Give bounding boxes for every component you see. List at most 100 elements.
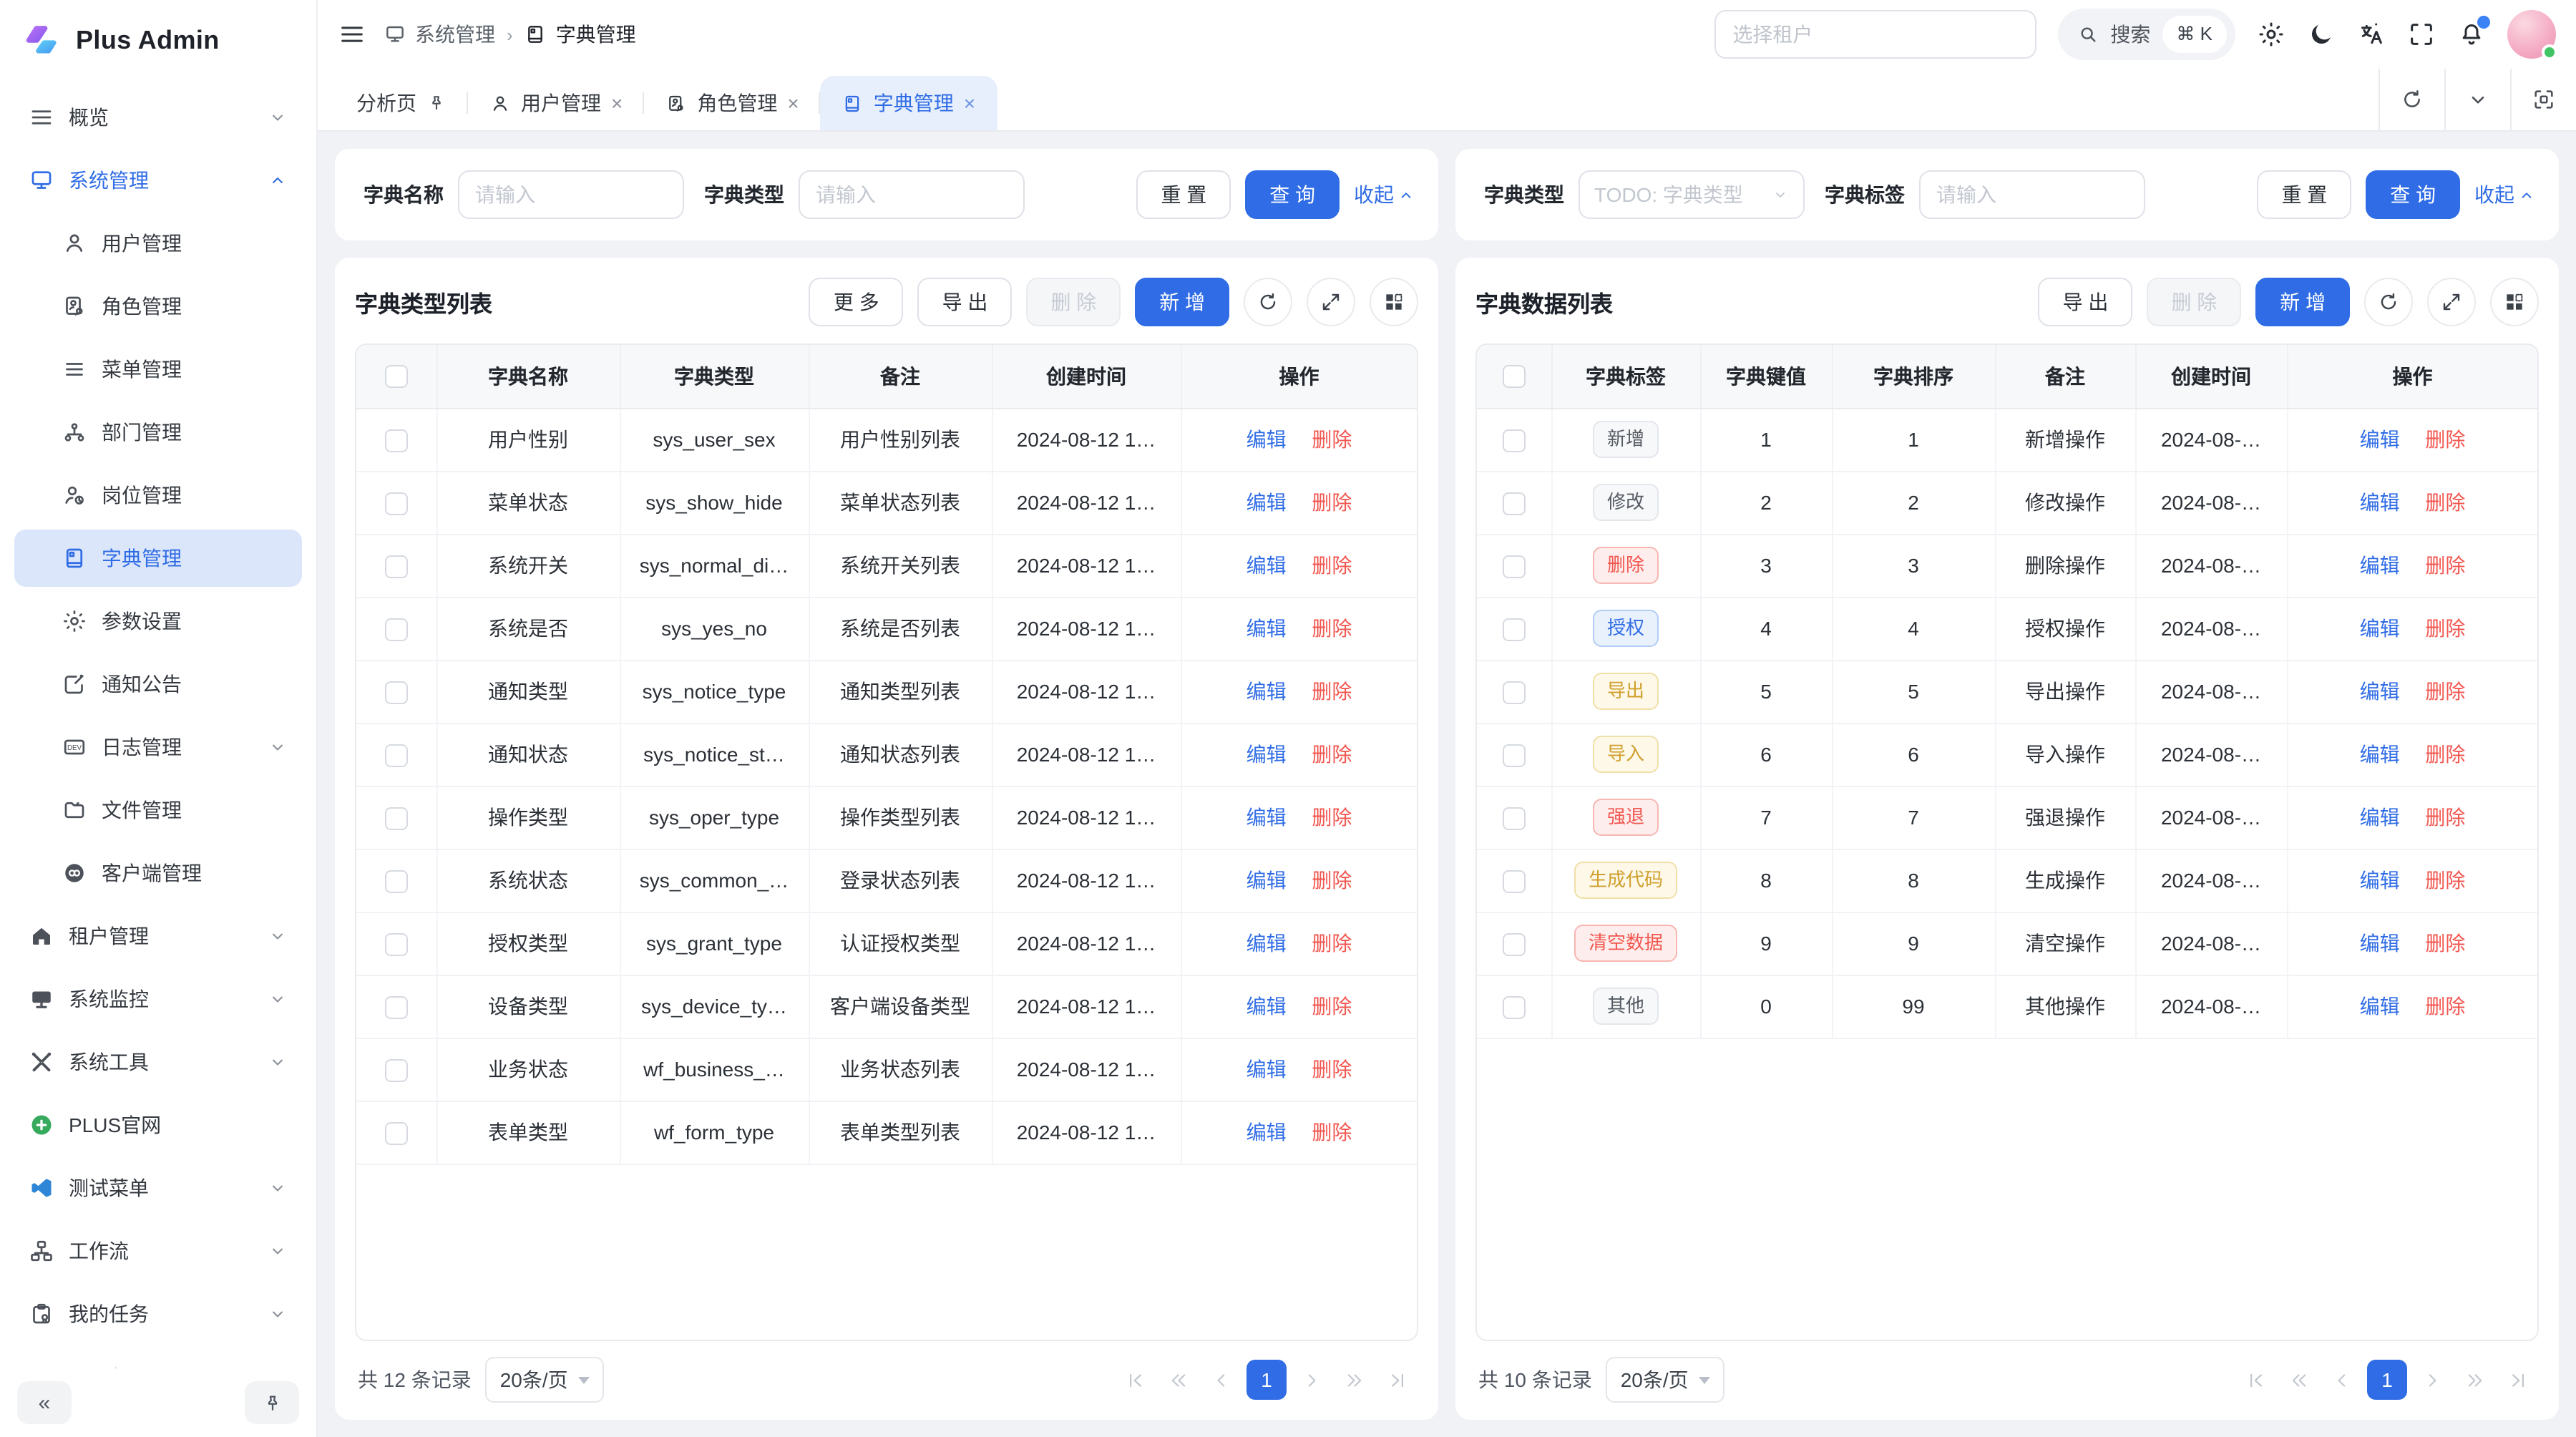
sidebar-item[interactable]: 用户管理: [14, 215, 302, 272]
dict-type-input[interactable]: [799, 170, 1025, 219]
delete-link[interactable]: 删除: [1312, 806, 1352, 829]
select-all-checkbox[interactable]: [1502, 365, 1526, 389]
content-fullscreen-icon[interactable]: [2510, 69, 2576, 130]
edit-link[interactable]: 编辑: [1246, 743, 1287, 766]
language-translate-icon[interactable]: [2357, 20, 2386, 49]
delete-link[interactable]: 删除: [2425, 806, 2466, 829]
delete-button[interactable]: 删 除: [2147, 278, 2242, 326]
dict-type-select[interactable]: TODO: 字典类型: [1579, 170, 1805, 219]
row-checkbox[interactable]: [384, 869, 408, 893]
tab[interactable]: 字典管理 ×: [820, 76, 997, 130]
tab[interactable]: 分析页: [335, 76, 468, 130]
edit-link[interactable]: 编辑: [2359, 428, 2400, 451]
row-checkbox[interactable]: [384, 995, 408, 1019]
edit-link[interactable]: 编辑: [1246, 554, 1287, 577]
dark-mode-moon-icon[interactable]: [2307, 20, 2336, 49]
expand-table-icon[interactable]: [1307, 278, 1355, 326]
tab-close-icon[interactable]: ×: [611, 92, 623, 115]
menu-toggle-icon[interactable]: [338, 20, 366, 49]
next-group-icon[interactable]: [1337, 1361, 1372, 1398]
row-checkbox[interactable]: [1502, 492, 1526, 515]
prev-group-icon[interactable]: [1161, 1361, 1196, 1398]
column-settings-icon[interactable]: [2490, 278, 2539, 326]
row-checkbox[interactable]: [384, 1121, 408, 1145]
edit-link[interactable]: 编辑: [1246, 491, 1287, 514]
tenant-select-input[interactable]: [1714, 10, 2036, 59]
edit-link[interactable]: 编辑: [2359, 743, 2400, 766]
delete-link[interactable]: 删除: [2425, 617, 2466, 640]
row-checkbox[interactable]: [1502, 618, 1526, 641]
sidebar-item[interactable]: 通知公告: [14, 656, 302, 713]
column-settings-icon[interactable]: [1370, 278, 1418, 326]
edit-link[interactable]: 编辑: [1246, 932, 1287, 955]
sidebar-item[interactable]: 菜单管理: [14, 341, 302, 398]
sidebar-item[interactable]: 岗位管理: [14, 467, 302, 524]
notifications-bell-icon[interactable]: [2457, 16, 2490, 49]
row-checkbox[interactable]: [1502, 995, 1526, 1019]
next-group-icon[interactable]: [2457, 1361, 2493, 1398]
sidebar-pin-button[interactable]: [245, 1381, 299, 1424]
sidebar-item[interactable]: 文件管理: [14, 781, 302, 839]
current-page[interactable]: 1: [1246, 1360, 1287, 1400]
search-button[interactable]: 查 询: [1245, 170, 1340, 219]
pin-icon[interactable]: [426, 93, 447, 113]
delete-link[interactable]: 删除: [1312, 1121, 1352, 1144]
add-button[interactable]: 新 增: [2255, 278, 2350, 326]
delete-link[interactable]: 删除: [2425, 491, 2466, 514]
delete-link[interactable]: 删除: [2425, 995, 2466, 1018]
sidebar-item[interactable]: 系统工具: [14, 1033, 302, 1091]
refresh-page-icon[interactable]: [2379, 69, 2444, 130]
edit-link[interactable]: 编辑: [2359, 680, 2400, 703]
row-checkbox[interactable]: [384, 681, 408, 704]
dict-tag-input[interactable]: [1919, 170, 2145, 219]
sidebar-item[interactable]: 系统监控: [14, 970, 302, 1028]
settings-gear-icon[interactable]: [2257, 20, 2285, 49]
tab-menu-chevron-icon[interactable]: [2444, 69, 2510, 130]
edit-link[interactable]: 编辑: [2359, 932, 2400, 955]
next-page-icon[interactable]: [1294, 1361, 1330, 1398]
sidebar-item[interactable]: 字典管理: [14, 530, 302, 587]
sidebar-item[interactable]: 客户端管理: [14, 844, 302, 902]
delete-link[interactable]: 删除: [1312, 680, 1352, 703]
edit-link[interactable]: 编辑: [2359, 806, 2400, 829]
delete-link[interactable]: 删除: [1312, 995, 1352, 1018]
row-checkbox[interactable]: [1502, 681, 1526, 704]
sidebar-item[interactable]: DEV 日志管理: [14, 718, 302, 776]
delete-link[interactable]: 删除: [2425, 932, 2466, 955]
row-checkbox[interactable]: [384, 744, 408, 767]
global-search[interactable]: 搜索 ⌘ K: [2057, 9, 2235, 60]
tab-close-icon[interactable]: ×: [963, 92, 976, 115]
sidebar-item[interactable]: ¥ gitee记录: [14, 1348, 302, 1368]
delete-link[interactable]: 删除: [1312, 869, 1352, 892]
row-checkbox[interactable]: [384, 429, 408, 452]
delete-link[interactable]: 删除: [1312, 1058, 1352, 1081]
prev-page-icon[interactable]: [1204, 1361, 1239, 1398]
sidebar-item[interactable]: PLUS官网: [14, 1096, 302, 1154]
export-button[interactable]: 导 出: [917, 278, 1013, 326]
prev-page-icon[interactable]: [2324, 1361, 2360, 1398]
tab[interactable]: 用户管理 ×: [468, 76, 644, 130]
expand-table-icon[interactable]: [2427, 278, 2476, 326]
search-button[interactable]: 查 询: [2366, 170, 2460, 219]
page-size-select[interactable]: 20条/页: [485, 1357, 604, 1403]
page-size-select[interactable]: 20条/页: [1606, 1357, 1724, 1403]
row-checkbox[interactable]: [1502, 807, 1526, 830]
fullscreen-icon[interactable]: [2407, 20, 2436, 49]
add-button[interactable]: 新 增: [1135, 278, 1229, 326]
row-checkbox[interactable]: [1502, 429, 1526, 452]
sidebar-item[interactable]: 部门管理: [14, 404, 302, 461]
breadcrumb-item-system[interactable]: 系统管理: [384, 20, 495, 49]
edit-link[interactable]: 编辑: [2359, 869, 2400, 892]
delete-link[interactable]: 删除: [1312, 743, 1352, 766]
edit-link[interactable]: 编辑: [1246, 680, 1287, 703]
edit-link[interactable]: 编辑: [1246, 806, 1287, 829]
row-checkbox[interactable]: [384, 807, 408, 830]
delete-link[interactable]: 删除: [1312, 554, 1352, 577]
edit-link[interactable]: 编辑: [1246, 1058, 1287, 1081]
current-page[interactable]: 1: [2367, 1360, 2407, 1400]
sidebar-item[interactable]: 角色管理: [14, 278, 302, 335]
delete-link[interactable]: 删除: [2425, 743, 2466, 766]
reset-button[interactable]: 重 置: [2257, 170, 2352, 219]
refresh-table-icon[interactable]: [2364, 278, 2413, 326]
edit-link[interactable]: 编辑: [1246, 428, 1287, 451]
